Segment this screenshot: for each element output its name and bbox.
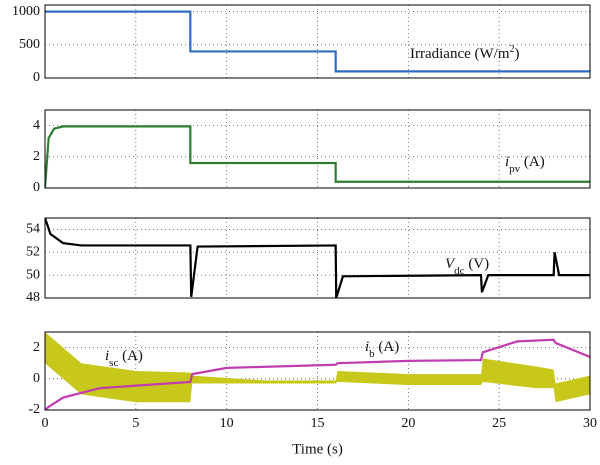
y-tick-label: 4	[33, 118, 40, 133]
y-tick-label: 0	[33, 371, 40, 386]
annotation-tail: (A)	[375, 339, 400, 355]
annotation-tail: )	[515, 46, 520, 62]
annotation: Irradiance (W/m2)	[410, 44, 520, 63]
annotation-text: i	[365, 339, 369, 355]
data-line	[45, 125, 590, 188]
x-tick-label: 20	[401, 416, 415, 431]
annotation-sub: sc	[109, 357, 118, 369]
y-tick-label: 0	[33, 70, 40, 85]
annotation-tail: (V)	[465, 256, 490, 272]
x-tick-label: 30	[583, 416, 597, 431]
annotation-sub: dc	[454, 265, 465, 277]
band-area	[45, 332, 590, 403]
annotation-sub: pv	[509, 163, 521, 175]
plot-frame	[44, 217, 591, 299]
annotation: ib (A)	[365, 339, 399, 359]
annotation-sup: 2	[510, 44, 515, 55]
annotation-text: Irradiance (W/m	[410, 46, 510, 62]
y-tick-label: 52	[26, 245, 40, 260]
data-line	[45, 10, 590, 73]
y-tick-label: 0	[33, 180, 40, 195]
x-tick-label: 25	[492, 416, 506, 431]
y-tick-label: 2	[33, 340, 40, 355]
x-tick-label: 15	[311, 416, 325, 431]
data-line	[45, 338, 590, 410]
y-tick-label: 2	[33, 149, 40, 164]
plot-frame	[44, 331, 591, 411]
y-tick-label: 48	[26, 290, 40, 305]
annotation-text: V	[445, 256, 456, 272]
y-tick-label: 500	[19, 37, 40, 52]
x-tick-label: 10	[220, 416, 234, 431]
data-line	[45, 218, 590, 298]
annotation-sub: b	[369, 348, 375, 360]
plot-frame	[44, 109, 591, 189]
y-tick-label: -2	[28, 402, 40, 417]
y-tick-label: 1000	[12, 4, 40, 19]
y-tick-label: 50	[26, 267, 40, 282]
annotation: isc (A)	[105, 348, 143, 368]
plot-frame	[44, 4, 591, 79]
x-axis-label: Time (s)	[292, 441, 343, 457]
annotation-tail: (A)	[118, 348, 143, 364]
annotation-text: i	[105, 348, 109, 364]
annotation-text: i	[505, 154, 509, 170]
annotation-tail: (A)	[520, 154, 545, 170]
annotation: ipv (A)	[505, 154, 545, 174]
x-tick-label: 0	[42, 416, 49, 431]
y-tick-label: 54	[26, 222, 40, 237]
x-tick-label: 5	[132, 416, 139, 431]
annotation: Vdc (V)	[445, 256, 489, 276]
